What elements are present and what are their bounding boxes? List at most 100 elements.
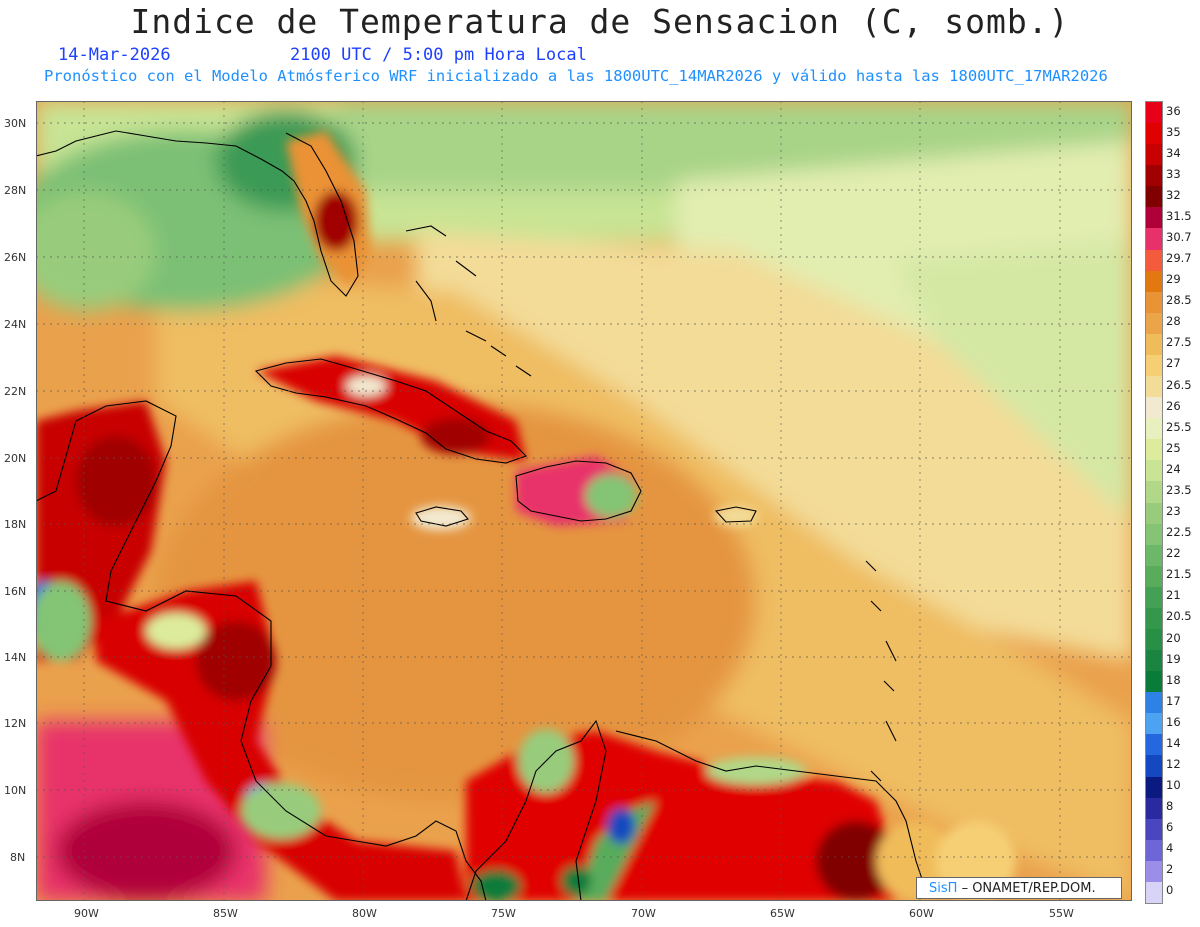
legend-swatch	[1146, 186, 1162, 208]
legend-label: 27	[1166, 356, 1181, 371]
legend-label: 4	[1166, 841, 1174, 856]
heat-index-map	[36, 101, 1132, 901]
legend-label: 28.5	[1166, 293, 1192, 308]
legend-swatch	[1146, 734, 1162, 756]
legend-swatch	[1146, 586, 1162, 609]
legend-label: 33	[1166, 166, 1181, 181]
legend-label: 6	[1166, 820, 1174, 835]
legend-swatch	[1146, 439, 1162, 461]
legend-label: 2	[1166, 862, 1174, 877]
legend-swatch	[1146, 650, 1162, 672]
legend-label: 23	[1166, 504, 1181, 519]
legend-label: 24	[1166, 461, 1181, 476]
lon-label: 80W	[352, 907, 377, 920]
legend-label: 29.7	[1166, 251, 1192, 266]
legend-label: 30.7	[1166, 230, 1192, 244]
forecast-description: Pronóstico con el Modelo Atmósferico WRF…	[44, 67, 1108, 85]
lat-label: 22N	[4, 385, 27, 398]
legend-swatch	[1146, 671, 1162, 693]
legend-label: 26	[1166, 398, 1181, 413]
legend-swatch	[1146, 165, 1162, 187]
legend-swatch	[1146, 481, 1162, 503]
legend-label: 28	[1166, 314, 1181, 329]
lat-label: 12N	[4, 717, 27, 730]
lon-label: 85W	[213, 907, 238, 920]
legend-label: 36	[1166, 103, 1181, 118]
legend-label: 20.5	[1166, 609, 1192, 624]
legend-swatch	[1146, 839, 1162, 862]
legend-label: 23.5	[1166, 482, 1192, 497]
legend-swatch	[1146, 207, 1162, 229]
legend-label: 26.5	[1166, 377, 1192, 392]
legend-label: 20	[1166, 630, 1181, 645]
legend-label: 34	[1166, 145, 1181, 160]
legend-label: 22.5	[1166, 525, 1192, 540]
lon-label: 90W	[74, 907, 99, 920]
legend-swatch	[1146, 628, 1162, 651]
lon-label: 70W	[631, 907, 656, 920]
legend-swatch	[1146, 460, 1162, 482]
lat-label: 28N	[4, 184, 27, 197]
legend-swatch	[1146, 376, 1162, 398]
lat-label: 18N	[4, 518, 27, 531]
legend-swatch	[1146, 755, 1162, 778]
legend-swatch	[1146, 144, 1162, 166]
legend-swatch	[1146, 354, 1162, 377]
lat-label: 24N	[4, 318, 27, 331]
legend-swatch	[1146, 228, 1162, 251]
legend-label: 14	[1166, 735, 1181, 750]
credit-box: SisΠ – ONAMET/REP.DOM.	[916, 877, 1122, 899]
coastlines	[36, 130, 927, 901]
credit-org: – ONAMET/REP.DOM.	[961, 881, 1096, 896]
legend-swatch	[1146, 818, 1162, 841]
legend-label: 16	[1166, 714, 1181, 729]
lat-label: 16N	[4, 585, 27, 598]
legend-swatch	[1146, 270, 1162, 293]
legend-label: 17	[1166, 693, 1181, 708]
legend-label: 8	[1166, 799, 1174, 814]
credit-sis: SisΠ	[929, 881, 958, 896]
legend-label: 19	[1166, 651, 1181, 666]
legend-swatch	[1146, 797, 1162, 820]
legend-swatch	[1146, 544, 1162, 567]
legend-swatch	[1146, 123, 1162, 145]
legend-swatch	[1146, 102, 1162, 124]
legend-label: 21	[1166, 588, 1181, 603]
legend-label: 21.5	[1166, 567, 1192, 582]
legend-label: 10	[1166, 778, 1181, 793]
legend-swatch	[1146, 418, 1162, 440]
lat-label: 14N	[4, 651, 27, 664]
legend-swatch	[1146, 249, 1162, 272]
legend-swatch	[1146, 502, 1162, 525]
legend-label: 31.5	[1166, 208, 1192, 223]
legend-label: 29	[1166, 272, 1181, 287]
lon-label: 75W	[491, 907, 516, 920]
legend-label: 18	[1166, 672, 1181, 687]
forecast-date: 14-Mar-2026	[58, 45, 171, 65]
legend-swatch	[1146, 333, 1162, 356]
lon-label: 55W	[1049, 907, 1074, 920]
lat-label: 10N	[4, 784, 27, 797]
legend-label: 25	[1166, 440, 1181, 455]
lon-label: 65W	[770, 907, 795, 920]
legend-label: 22	[1166, 546, 1181, 561]
legend-swatch	[1146, 692, 1162, 714]
legend-label: 12	[1166, 756, 1181, 771]
forecast-time: 2100 UTC / 5:00 pm Hora Local	[290, 45, 587, 65]
lat-label: 20N	[4, 452, 27, 465]
legend-swatch	[1146, 291, 1162, 314]
legend-swatch	[1146, 523, 1162, 546]
legend-swatch	[1146, 397, 1162, 419]
color-legend	[1145, 101, 1163, 904]
legend-label: 32	[1166, 187, 1181, 202]
lat-label: 26N	[4, 251, 27, 264]
legend-label: 0	[1166, 883, 1174, 898]
legend-swatch	[1146, 881, 1162, 904]
legend-swatch	[1146, 776, 1162, 799]
lat-label: 30N	[4, 117, 27, 130]
legend-label: 27.5	[1166, 335, 1192, 350]
legend-swatch	[1146, 565, 1162, 588]
legend-swatch	[1146, 860, 1162, 883]
legend-label: 25.5	[1166, 419, 1192, 434]
lat-label: 8N	[10, 851, 26, 864]
